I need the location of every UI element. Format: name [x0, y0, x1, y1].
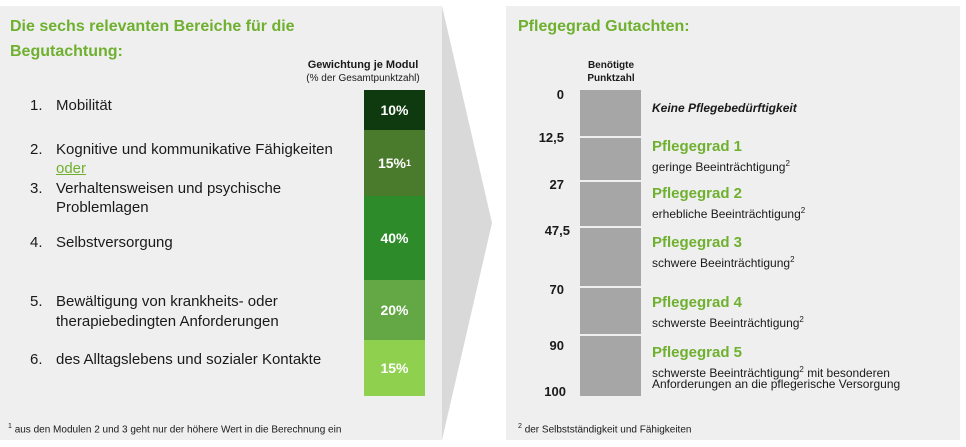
- threshold-label: 47,5: [544, 223, 570, 238]
- module-number: 4.: [30, 234, 43, 251]
- threshold-label: 0: [556, 87, 564, 102]
- weight-bar-cognitive-behavior: 15% 1: [364, 130, 425, 196]
- grade-5-desc-line2: Anforderungen an die pflegerische Versor…: [652, 377, 901, 391]
- grade-desc-text: geringe Beeinträchtigung: [652, 160, 786, 174]
- footnote-marker: 2: [518, 423, 522, 430]
- footnote-text: der Selbstständigkeit und Fähigkeiten: [524, 424, 692, 436]
- points-header-line2: Punktzahl: [587, 73, 635, 84]
- weight-header: Gewichtung je Modul (% der Gesamtpunktza…: [300, 58, 426, 85]
- module-number: 5.: [30, 293, 43, 310]
- threshold-label: 27: [549, 177, 564, 192]
- module-label: Bewältigung von krankheits- oder: [56, 293, 278, 310]
- grade-desc-text: mit besonderen: [803, 366, 890, 380]
- footnote-marker: 1: [8, 423, 12, 430]
- threshold-label: 70: [549, 282, 564, 297]
- grade-1-title: Pflegegrad 1: [652, 138, 743, 155]
- weight-label: 15%: [377, 155, 406, 171]
- no-care-need-label: Keine Pflegebedürftigkeit: [652, 101, 797, 115]
- module-number: 3.: [30, 180, 43, 197]
- weight-label: 15%: [380, 360, 409, 376]
- module-label: des Alltagslebens und sozialer Kontakte: [56, 351, 322, 368]
- grade-5-desc: schwerste Beeinträchtigung2 mit besonder…: [652, 362, 890, 381]
- weight-bar-mobility: 10%: [364, 90, 425, 130]
- grade-desc-text: schwerste Beeinträchtigung: [652, 316, 800, 330]
- module-label: Verhaltensweisen und psychische: [56, 180, 282, 197]
- modules-title-line2: Begutachtung:: [10, 43, 123, 60]
- right-footnote: 2 der Selbstständigkeit und Fähigkeiten: [518, 421, 691, 436]
- grade-2-desc: erhebliche Beeinträchtigung2: [652, 203, 805, 222]
- module-label: Selbstversorgung: [56, 234, 173, 251]
- care-grade-title: Pflegegrad Gutachten:: [518, 18, 690, 35]
- module-label: Mobilität: [56, 97, 112, 114]
- modules-title-line1: Die sechs relevanten Bereiche für die: [10, 18, 295, 35]
- grade-1-desc: geringe Beeinträchtigung2: [652, 156, 790, 175]
- grade-2-title: Pflegegrad 2: [652, 185, 743, 202]
- module-number: 6.: [30, 351, 43, 368]
- grade-3-desc: schwere Beeinträchtigung2: [652, 252, 795, 271]
- footnote-marker: 2: [790, 255, 795, 264]
- weight-bar-daily-life: 15%: [364, 340, 425, 396]
- chevron-arrow-icon: [442, 6, 492, 440]
- points-segment: [580, 288, 641, 334]
- footnote-text: aus den Modulen 2 und 3 geht nur der höh…: [14, 424, 342, 436]
- modules-title: Die sechs relevanten Bereiche für die Be…: [10, 16, 295, 63]
- weight-label: 10%: [380, 102, 409, 118]
- module-number: 2.: [30, 141, 43, 158]
- weight-header-title: Gewichtung je Modul: [307, 59, 419, 71]
- footnote-marker: 2: [785, 159, 790, 168]
- weight-label: 40%: [380, 230, 409, 246]
- footnote-marker: 2: [800, 206, 806, 215]
- grade-4-desc: schwerste Beeinträchtigung2: [652, 312, 804, 331]
- or-link[interactable]: oder: [56, 160, 87, 177]
- left-footnote: 1 aus den Modulen 2 und 3 geht nur der h…: [8, 421, 341, 436]
- grade-desc-text: schwerste Beeinträchtigung: [652, 366, 800, 380]
- threshold-label: 12,5: [538, 130, 564, 145]
- points-segment: [580, 336, 641, 396]
- points-segment: [580, 138, 641, 180]
- weight-bar-illness-demands: 20%: [364, 280, 425, 340]
- module-number: 1.: [30, 97, 43, 114]
- threshold-label: 90: [549, 338, 564, 353]
- grade-desc-text: schwere Beeinträchtigung: [652, 256, 791, 270]
- points-segment: [580, 182, 641, 226]
- footnote-marker: 2: [799, 365, 804, 374]
- weight-bar-self-care: 40%: [364, 196, 425, 280]
- weight-header-subtitle: (% der Gesamtpunktzahl): [306, 73, 420, 84]
- module-label: Kognitive und kommunikative Fähigkeiten: [56, 141, 333, 158]
- points-header: Benötigte Punktzahl: [575, 59, 647, 85]
- grade-4-title: Pflegegrad 4: [652, 294, 743, 311]
- module-label: therapiebedingten Anforderungen: [56, 313, 279, 330]
- weight-label: 20%: [380, 302, 409, 318]
- threshold-label: 100: [544, 384, 566, 399]
- points-header-line1: Benötigte: [587, 60, 635, 71]
- points-segment: [580, 228, 641, 286]
- grade-5-title: Pflegegrad 5: [652, 344, 743, 361]
- grade-desc-text: erhebliche Beeinträchtigung: [652, 207, 801, 221]
- footnote-marker: 2: [799, 315, 804, 324]
- module-label: Problemlagen: [56, 199, 149, 216]
- grade-3-title: Pflegegrad 3: [652, 234, 743, 251]
- points-segment: [580, 90, 641, 136]
